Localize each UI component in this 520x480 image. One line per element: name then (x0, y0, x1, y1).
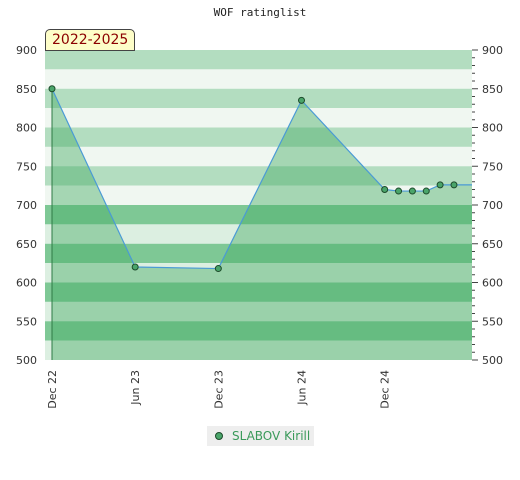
background-band (45, 340, 472, 360)
background-band (45, 321, 472, 341)
y-tick-label-left: 850 (16, 83, 37, 96)
y-tick-label-left: 800 (16, 122, 37, 135)
x-tick-label: Dec 23 (212, 370, 225, 409)
data-point (48, 85, 56, 93)
x-tick-label: Jun 23 (129, 370, 142, 406)
background-band (45, 282, 472, 302)
data-point (436, 181, 444, 189)
x-tick-label: Dec 24 (379, 370, 392, 409)
data-point (422, 187, 430, 195)
background-band (45, 69, 472, 89)
background-band (45, 88, 472, 109)
legend[interactable]: SLABOV Kirill (207, 426, 314, 446)
y-tick-label-right: 800 (482, 122, 503, 135)
y-tick-label-right: 600 (482, 277, 503, 290)
series-area (52, 88, 472, 360)
background-band (45, 301, 472, 322)
chart-title: WOF ratinglist (213, 6, 307, 19)
y-tick-label-left: 750 (16, 160, 37, 173)
y-tick-label-left: 650 (16, 238, 37, 251)
y-tick-label-right: 750 (482, 160, 503, 173)
y-tick-label-right: 550 (482, 315, 503, 328)
y-tick-label-right: 850 (482, 83, 503, 96)
y-tick-label-right: 900 (482, 44, 503, 57)
background-band (45, 146, 472, 167)
background-band (45, 166, 472, 186)
background-band (45, 205, 472, 225)
background-band (45, 263, 472, 283)
y-tick-label-left: 550 (16, 315, 37, 328)
y-tick-label-left: 900 (16, 44, 37, 57)
data-point (408, 187, 416, 195)
period-badge: 2022-2025 (45, 29, 136, 51)
background-band (45, 224, 472, 244)
background-band (45, 243, 472, 264)
background-band (45, 127, 472, 147)
background-band (45, 185, 472, 205)
legend-marker-icon (215, 432, 223, 440)
background-band (45, 108, 472, 128)
y-tick-label-left: 700 (16, 199, 37, 212)
x-tick-label: Dec 22 (46, 370, 59, 409)
legend-label: SLABOV Kirill (232, 429, 311, 443)
x-tick-label: Jun 24 (296, 370, 309, 406)
y-tick-label-right: 650 (482, 238, 503, 251)
data-point (298, 96, 306, 104)
y-tick-label-left: 600 (16, 277, 37, 290)
data-point (395, 187, 403, 195)
data-point (214, 265, 222, 273)
data-point (450, 181, 458, 189)
background-band (45, 50, 472, 70)
data-point (381, 186, 389, 193)
y-tick-label-right: 500 (482, 354, 503, 367)
y-tick-label-right: 700 (482, 199, 503, 212)
data-point (131, 263, 139, 271)
y-tick-label-left: 500 (16, 354, 37, 367)
